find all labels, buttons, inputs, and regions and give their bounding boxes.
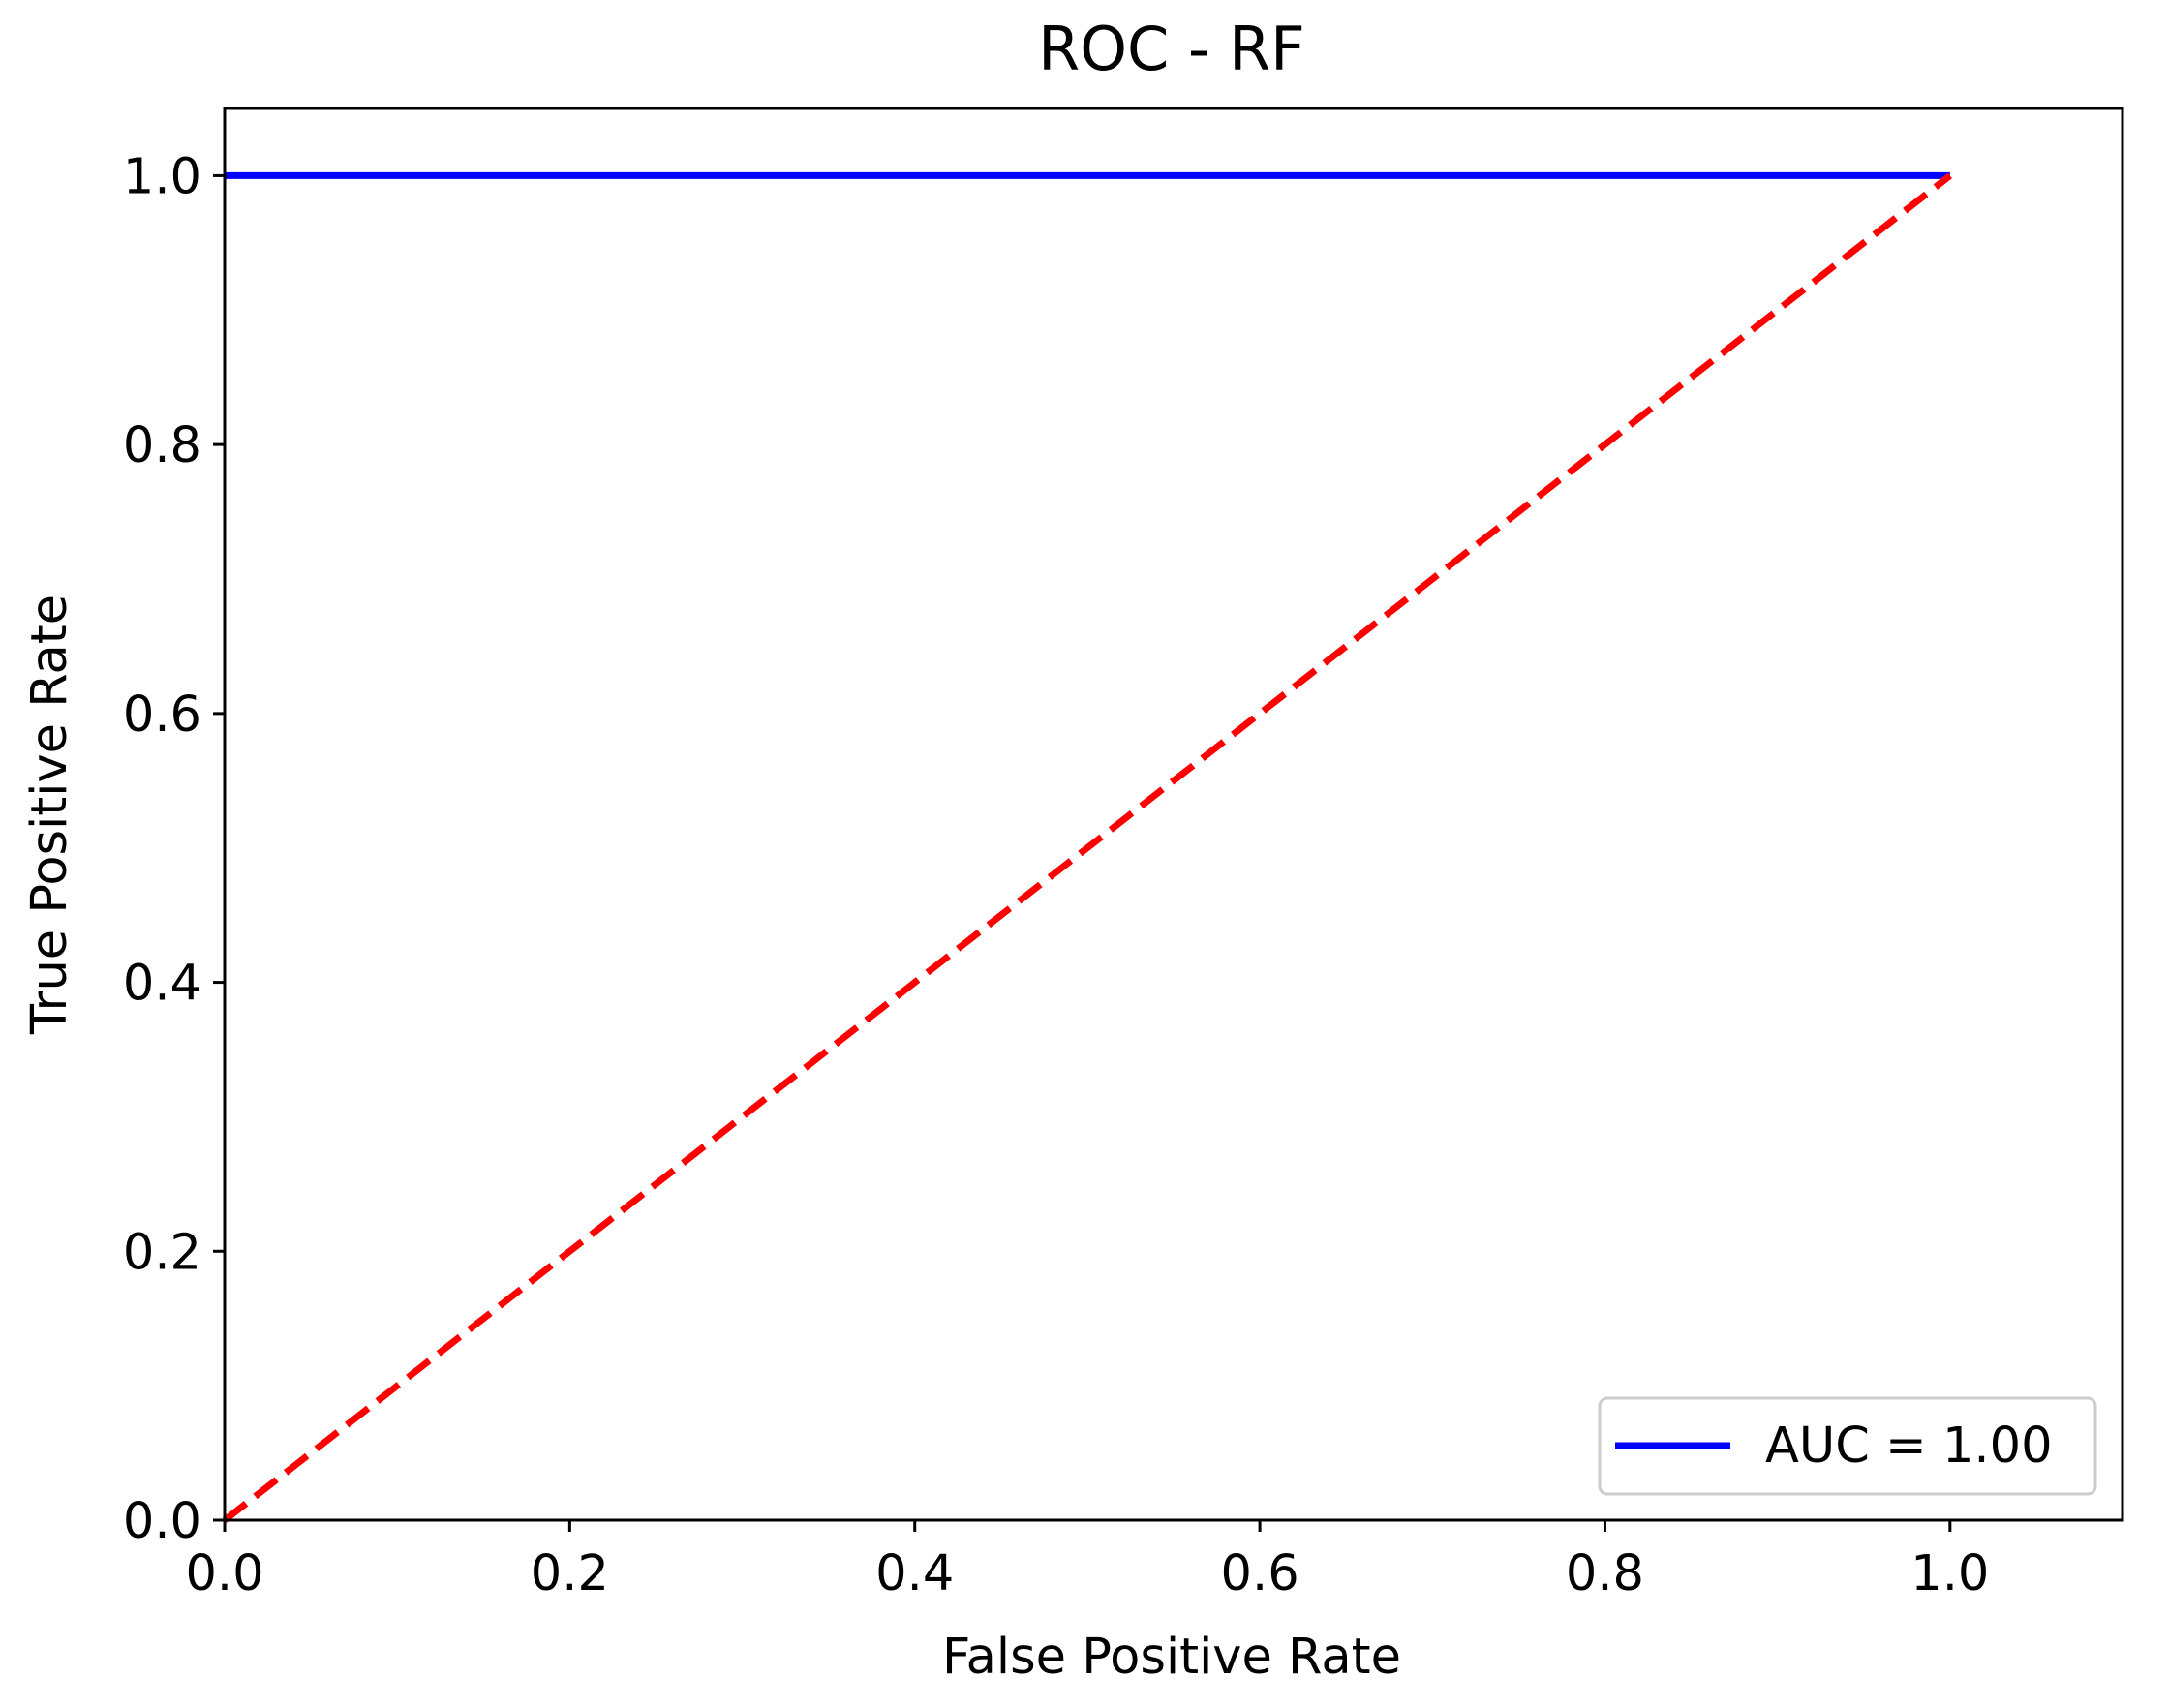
y-tick-label: 0.4: [123, 956, 201, 1013]
x-axis-label: False Positive Rate: [942, 1629, 1401, 1686]
x-tick-label: 0.0: [185, 1545, 263, 1602]
x-tick-label: 0.4: [875, 1545, 954, 1602]
y-tick-label: 0.2: [123, 1224, 201, 1281]
legend-frame: [1598, 1396, 2097, 1496]
axes-frame: [223, 107, 2124, 1522]
x-tick-label: 0.8: [1566, 1545, 1644, 1602]
chance-diagonal-line: [222, 172, 1952, 1523]
axis-ticks: 0.0 0.2 0.4 0.6 0.8 1.0 0.0 0.2 0.4 0.6 0.8 1.0: [123, 148, 1989, 1602]
x-tick-label: 0.6: [1221, 1545, 1299, 1602]
x-tick-label: 1.0: [1910, 1545, 1989, 1602]
legend-label-auc: AUC = 1.00: [1765, 1418, 2053, 1475]
chart-title: ROC - RF: [1038, 14, 1305, 84]
plot-area: [222, 171, 1952, 1523]
y-tick-label: 0.0: [123, 1493, 201, 1550]
y-tick-label: 0.8: [123, 417, 201, 474]
y-axis-label: True Positive Rate: [21, 595, 78, 1035]
y-tick-label: 1.0: [123, 148, 201, 205]
legend: AUC = 1.00: [1598, 1396, 2097, 1496]
x-tick-label: 0.2: [531, 1545, 609, 1602]
y-tick-label: 0.6: [123, 686, 201, 744]
